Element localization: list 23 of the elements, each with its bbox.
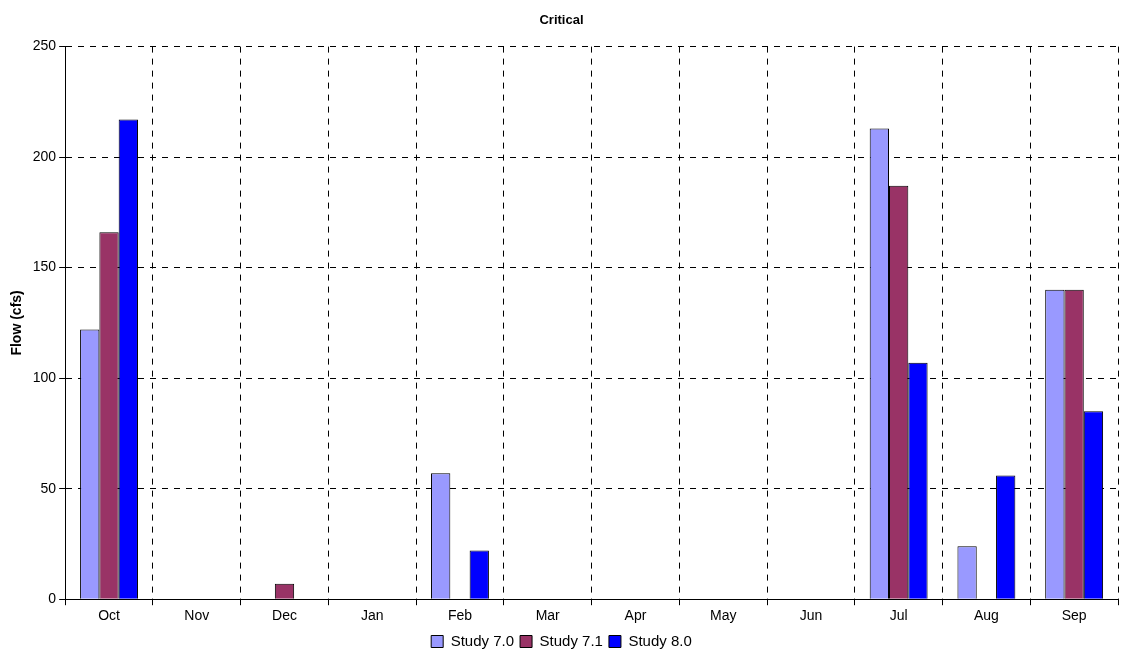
y-tick-label: 50 xyxy=(40,479,57,496)
x-tick-label: Oct xyxy=(98,607,121,624)
y-tick-label: 0 xyxy=(48,590,57,607)
y-tick-label: 150 xyxy=(32,258,57,275)
legend-label: Study 8.0 xyxy=(628,631,692,649)
x-tick-label: Jun xyxy=(799,607,823,624)
x-tick-label: Dec xyxy=(272,607,297,624)
x-tick-label: Mar xyxy=(535,607,561,624)
x-tick-label: Feb xyxy=(447,607,473,624)
legend-label: Study 7.1 xyxy=(539,631,603,649)
x-tick-label: Aug xyxy=(973,607,999,624)
x-tick-label: Nov xyxy=(184,607,210,624)
y-axis-title: Flow (cfs) xyxy=(8,290,25,356)
chart-title: Critical xyxy=(539,12,584,28)
y-tick-label: 250 xyxy=(32,37,57,54)
y-tick-label: 100 xyxy=(32,369,57,386)
x-tick-label: Jan xyxy=(360,607,384,624)
y-tick-label: 200 xyxy=(32,147,57,164)
x-tick-label: Jul xyxy=(889,607,908,624)
x-tick-label: Apr xyxy=(624,607,647,624)
legend-label: Study 7.0 xyxy=(450,631,515,649)
x-tick-label: May xyxy=(709,607,737,624)
x-tick-label: Sep xyxy=(1061,607,1087,624)
